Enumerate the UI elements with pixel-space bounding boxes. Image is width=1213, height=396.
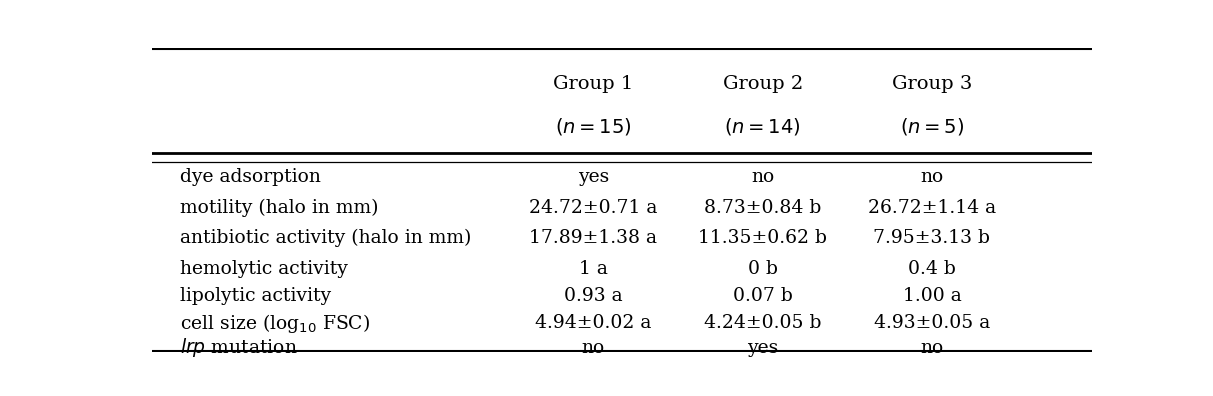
- Text: antibiotic activity (halo in mm): antibiotic activity (halo in mm): [180, 229, 471, 247]
- Text: 24.72±0.71 a: 24.72±0.71 a: [529, 199, 657, 217]
- Text: motility (halo in mm): motility (halo in mm): [180, 198, 378, 217]
- Text: 4.93±0.05 a: 4.93±0.05 a: [873, 314, 990, 333]
- Text: dye adsorption: dye adsorption: [180, 168, 320, 186]
- Text: Group 1: Group 1: [553, 75, 633, 93]
- Text: Group 3: Group 3: [892, 75, 972, 93]
- Text: lipolytic activity: lipolytic activity: [180, 287, 331, 305]
- Text: 1 a: 1 a: [579, 260, 608, 278]
- Text: 4.94±0.02 a: 4.94±0.02 a: [535, 314, 651, 333]
- Text: 7.95±3.13 b: 7.95±3.13 b: [873, 229, 990, 247]
- Text: yes: yes: [747, 339, 779, 357]
- Text: no: no: [921, 168, 944, 186]
- Text: 8.73±0.84 b: 8.73±0.84 b: [704, 199, 821, 217]
- Text: $(n = 15)$: $(n = 15)$: [556, 116, 632, 137]
- Text: 0 b: 0 b: [747, 260, 778, 278]
- Text: 26.72±1.14 a: 26.72±1.14 a: [867, 199, 996, 217]
- Text: hemolytic activity: hemolytic activity: [180, 260, 348, 278]
- Text: 4.24±0.05 b: 4.24±0.05 b: [704, 314, 821, 333]
- Text: 11.35±0.62 b: 11.35±0.62 b: [699, 229, 827, 247]
- Text: 0.07 b: 0.07 b: [733, 287, 792, 305]
- Text: $(n = 5)$: $(n = 5)$: [900, 116, 964, 137]
- Text: cell size (log$_{10}$ FSC): cell size (log$_{10}$ FSC): [180, 312, 370, 335]
- Text: no: no: [751, 168, 774, 186]
- Text: Group 2: Group 2: [723, 75, 803, 93]
- Text: $(n = 14)$: $(n = 14)$: [724, 116, 801, 137]
- Text: no: no: [921, 339, 944, 357]
- Text: 17.89±1.38 a: 17.89±1.38 a: [529, 229, 657, 247]
- Text: $lrp$ mutation: $lrp$ mutation: [180, 336, 297, 359]
- Text: yes: yes: [577, 168, 609, 186]
- Text: no: no: [582, 339, 605, 357]
- Text: 1.00 a: 1.00 a: [902, 287, 961, 305]
- Text: 0.93 a: 0.93 a: [564, 287, 622, 305]
- Text: 0.4 b: 0.4 b: [909, 260, 956, 278]
